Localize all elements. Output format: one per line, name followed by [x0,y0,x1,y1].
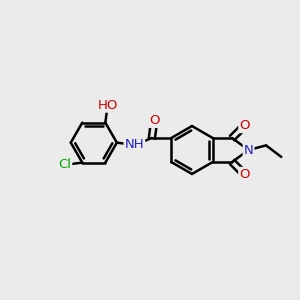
Text: Cl: Cl [58,158,71,171]
Text: O: O [239,168,250,181]
Text: O: O [149,114,159,127]
Text: NH: NH [124,138,144,152]
Text: HO: HO [98,99,118,112]
Text: N: N [244,143,254,157]
Text: O: O [239,119,250,132]
